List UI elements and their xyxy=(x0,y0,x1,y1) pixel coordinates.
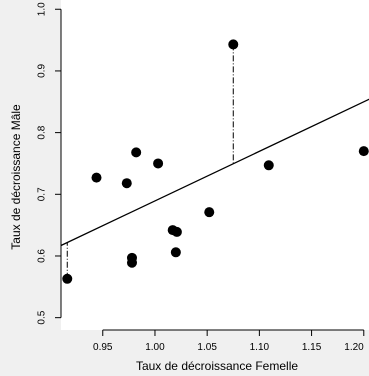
x-tick-label: 1.05 xyxy=(197,342,217,353)
x-tick-label: 1.20 xyxy=(344,342,364,353)
y-axis-label: Taux de décroissance Mâle xyxy=(9,104,23,250)
y-tick-label: 0.8 xyxy=(37,125,48,139)
data-point xyxy=(126,257,137,268)
x-tick-label: 1.15 xyxy=(302,342,322,353)
data-point xyxy=(171,226,182,237)
x-axis-label: Taux de décroissance Femelle xyxy=(136,359,298,373)
data-point xyxy=(91,172,102,183)
y-tick-label: 1.0 xyxy=(37,2,48,16)
data-point xyxy=(153,158,164,169)
x-tick-label: 0.95 xyxy=(93,342,113,353)
y-tick-label: 0.7 xyxy=(37,187,48,201)
y-tick-label: 0.9 xyxy=(37,64,48,78)
x-tick-label: 1.00 xyxy=(145,342,165,353)
x-axis: 0.95 1.00 1.05 1.10 1.15 1.20 xyxy=(93,329,365,353)
data-point xyxy=(228,39,239,50)
plot-marks xyxy=(60,39,369,284)
data-point xyxy=(263,160,274,171)
x-tick-label: 1.10 xyxy=(250,342,270,353)
data-point xyxy=(170,247,181,258)
y-tick-label: 0.5 xyxy=(37,310,48,324)
y-tick-label: 0.6 xyxy=(37,249,48,263)
regression-line xyxy=(60,98,369,247)
data-point xyxy=(131,147,142,158)
data-point xyxy=(62,273,73,284)
data-point xyxy=(121,178,132,189)
plot-area xyxy=(61,0,369,330)
y-axis: 0.5 0.6 0.7 0.8 0.9 1.0 xyxy=(37,2,62,325)
data-point xyxy=(204,207,215,218)
data-point xyxy=(358,146,369,157)
